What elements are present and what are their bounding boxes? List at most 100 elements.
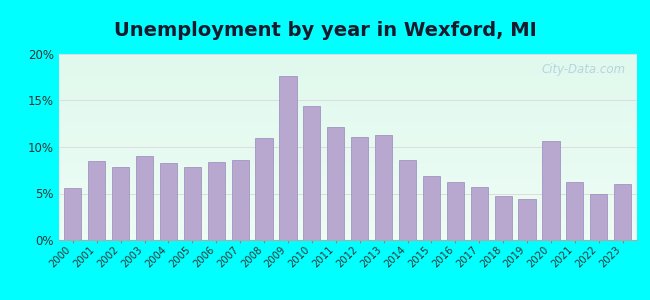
Bar [58,162,637,163]
Bar [58,154,637,155]
Bar [58,128,637,129]
Bar [280,76,296,240]
Bar [58,124,637,125]
Bar [58,210,637,211]
Bar [58,177,637,178]
Bar [58,216,637,217]
Bar [58,93,637,94]
Bar [58,218,637,219]
Bar [58,66,637,67]
Bar [58,227,637,228]
Bar [471,187,488,240]
Bar [58,236,637,237]
Bar [58,123,637,124]
Bar [519,199,536,240]
Bar [58,190,637,191]
Bar [399,160,416,240]
Bar [58,170,637,171]
Bar [447,182,464,240]
Bar [58,85,637,86]
Bar [58,101,637,102]
Bar [58,158,637,159]
Bar [58,122,637,123]
Bar [58,104,637,105]
Bar [375,135,392,240]
Bar [58,229,637,230]
Bar [58,131,637,132]
Bar [58,121,637,122]
Bar [58,106,637,107]
Bar [590,194,607,240]
Bar [58,152,637,153]
Bar [58,61,637,62]
Bar [184,167,201,240]
Bar [58,211,637,212]
Bar [58,199,637,200]
Bar [58,62,637,63]
Bar [58,179,637,181]
Bar [58,185,637,186]
Bar [58,224,637,225]
Bar [58,134,637,135]
Bar [58,202,637,203]
Bar [58,167,637,168]
Bar [58,79,637,80]
Bar [58,98,637,99]
Bar [58,176,637,177]
Bar [58,119,637,120]
Bar [495,196,512,240]
Bar [327,127,344,240]
Bar [58,54,637,55]
Bar [58,141,637,142]
Bar [58,97,637,98]
Bar [58,225,637,226]
Bar [58,69,637,70]
Bar [58,100,637,101]
Bar [58,102,637,103]
Bar [58,171,637,172]
Bar [58,127,637,128]
Bar [58,135,637,136]
Bar [58,164,637,165]
Bar [58,146,637,147]
Bar [207,162,225,240]
Bar [58,189,637,190]
Bar [58,109,637,110]
Bar [351,137,369,240]
Bar [58,212,637,213]
Bar [58,96,637,97]
Bar [58,172,637,173]
Bar [58,163,637,164]
Bar [58,221,637,222]
Bar [58,60,637,61]
Bar [58,111,637,112]
Bar [58,145,637,146]
Bar [58,143,637,144]
Bar [58,238,637,239]
Bar [58,198,637,199]
Bar [58,144,637,145]
Bar [58,168,637,169]
Bar [58,150,637,151]
Bar [88,161,105,240]
Bar [58,72,637,73]
Bar [566,182,584,240]
Bar [58,230,637,231]
Bar [58,151,637,152]
Bar [58,130,637,131]
Bar [58,85,637,86]
Bar [58,83,637,84]
Bar [58,228,637,229]
Bar [58,125,637,126]
Bar [58,65,637,66]
Bar [58,153,637,154]
Bar [58,89,637,90]
Bar [58,56,637,57]
Bar [58,187,637,188]
Bar [58,183,637,184]
Bar [58,193,637,194]
Bar [58,165,637,166]
Bar [58,116,637,117]
Bar [58,114,637,116]
Bar [58,129,637,130]
